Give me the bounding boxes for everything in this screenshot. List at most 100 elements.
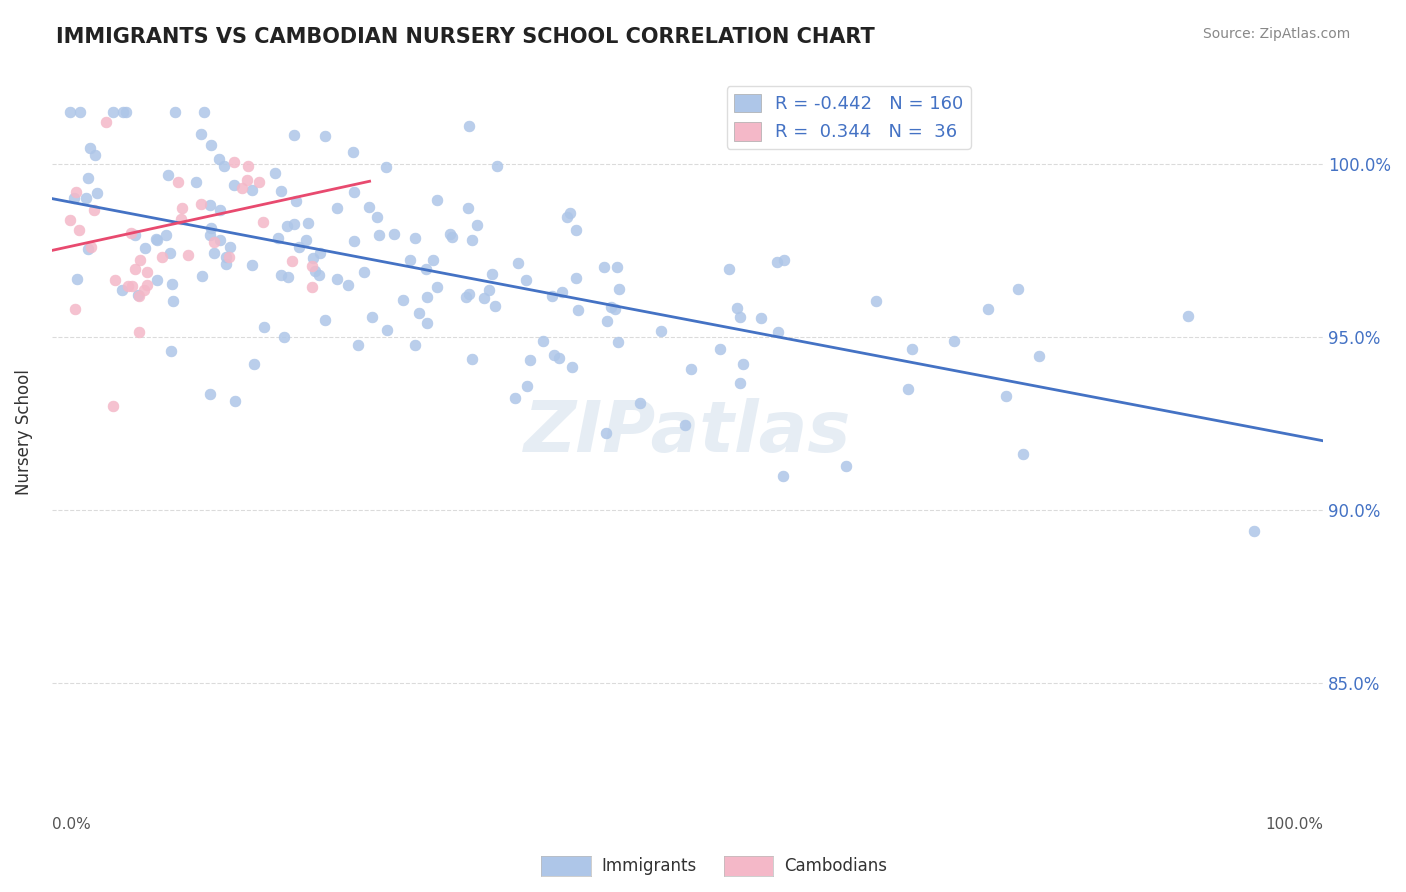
Point [681, 361, 703, 376]
Point [600, 300, 623, 314]
Point [135, 265, 157, 279]
Point [273, 329, 295, 343]
Point [314, 128, 336, 143]
Point [605, 302, 627, 317]
Point [457, 119, 479, 133]
Point [155, 228, 177, 243]
Point [422, 252, 444, 267]
Point [80, 239, 103, 253]
Point [215, 250, 238, 264]
Point [247, 175, 270, 189]
Point [198, 386, 221, 401]
Point [942, 334, 965, 348]
Point [242, 259, 264, 273]
Point [503, 391, 526, 405]
Point [129, 253, 152, 268]
Point [283, 217, 305, 231]
Point [200, 221, 222, 235]
Point [1177, 309, 1199, 323]
Point [460, 352, 482, 367]
Point [146, 273, 169, 287]
Point [595, 426, 617, 441]
Point [766, 255, 789, 269]
Point [267, 231, 290, 245]
Point [516, 379, 538, 393]
Point [515, 272, 537, 286]
Text: ZIPatlas: ZIPatlas [524, 398, 851, 467]
Point [160, 277, 183, 292]
Point [190, 197, 212, 211]
Point [111, 105, 134, 120]
Point [439, 227, 461, 241]
Point [718, 262, 741, 277]
Point [160, 343, 183, 358]
Point [134, 241, 156, 255]
Point [606, 260, 628, 274]
Point [86, 186, 108, 201]
Point [208, 233, 231, 247]
Point [1012, 447, 1035, 461]
Point [190, 127, 212, 141]
Point [474, 291, 496, 305]
Point [242, 183, 264, 197]
Point [368, 228, 391, 243]
Point [457, 287, 479, 301]
Point [593, 260, 616, 274]
Point [69, 105, 91, 120]
Point [326, 272, 349, 286]
Point [283, 128, 305, 143]
Point [63, 301, 86, 316]
Point [650, 325, 672, 339]
Point [461, 233, 484, 247]
Point [551, 285, 574, 300]
Point [543, 348, 565, 362]
Point [399, 252, 422, 267]
Point [772, 468, 794, 483]
Point [353, 265, 375, 279]
Point [162, 294, 184, 309]
Text: Immigrants: Immigrants [602, 857, 697, 875]
Point [224, 394, 246, 409]
Point [111, 283, 134, 297]
Point [236, 173, 259, 187]
Point [191, 268, 214, 283]
Point [243, 357, 266, 371]
Point [392, 293, 415, 307]
Point [103, 399, 125, 413]
Point [79, 141, 101, 155]
Text: 100.0%: 100.0% [1265, 817, 1323, 832]
Point [231, 181, 253, 195]
Point [766, 326, 789, 340]
Point [280, 253, 302, 268]
Y-axis label: Nursery School: Nursery School [15, 369, 32, 495]
Point [408, 306, 430, 320]
Point [375, 323, 398, 337]
Point [404, 231, 426, 245]
Point [202, 235, 225, 249]
Point [103, 105, 125, 120]
Point [382, 227, 405, 241]
Point [560, 206, 582, 220]
Point [343, 185, 366, 199]
Point [222, 155, 245, 169]
Point [465, 219, 488, 233]
Point [404, 338, 426, 352]
Point [270, 184, 292, 198]
Point [83, 202, 105, 217]
Point [222, 178, 245, 193]
Legend: R = -0.442   N = 160, R =  0.344   N =  36: R = -0.442 N = 160, R = 0.344 N = 36 [727, 87, 970, 149]
Point [540, 289, 562, 303]
Point [128, 325, 150, 339]
Point [995, 389, 1018, 403]
Point [218, 240, 240, 254]
Point [749, 311, 772, 326]
Point [252, 215, 274, 229]
Point [506, 256, 529, 270]
Point [606, 335, 628, 350]
Point [976, 301, 998, 316]
Point [415, 261, 437, 276]
Point [308, 268, 330, 283]
Point [284, 194, 307, 208]
Point [426, 193, 449, 207]
Point [166, 175, 188, 189]
